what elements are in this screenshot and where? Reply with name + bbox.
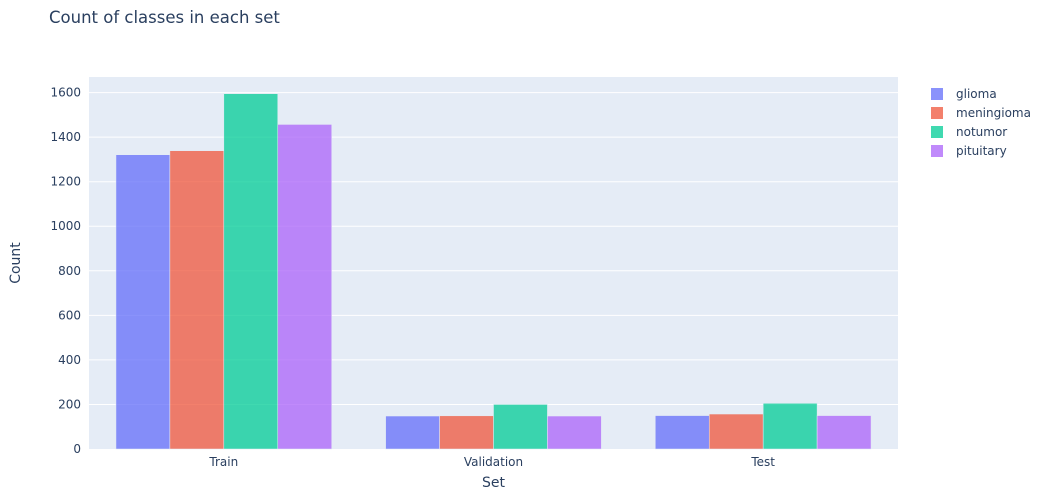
legend-swatch [931,107,943,119]
legend-label: meningioma [956,106,1031,120]
bar-pituitary-train[interactable] [277,124,332,450]
x-tick-label: Validation [464,455,523,469]
x-axis-title: Set [482,475,506,491]
bar-notumor-test[interactable] [762,403,818,450]
legend-item-notumor[interactable]: notumor [931,125,1007,139]
y-axis-title: Count [8,242,24,284]
bar-notumor-validation[interactable] [493,404,548,450]
bar-glioma-test[interactable] [655,415,710,450]
bar-pituitary-validation[interactable] [547,415,602,450]
legend-item-pituitary[interactable]: pituitary [931,144,1007,158]
y-tick-label: 600 [58,308,81,322]
bar-glioma-train[interactable] [115,154,171,450]
x-tick-label: Train [208,455,238,469]
legend-swatch [931,145,943,157]
legend-label: glioma [956,87,997,101]
legend[interactable]: glioma meningioma notumor pituitary [931,87,1031,158]
x-axis-ticks: Train Validation Test [208,455,775,469]
y-tick-label: 200 [58,397,81,411]
legend-swatch [931,88,943,100]
x-tick-label: Test [750,455,775,469]
bars [115,93,872,450]
bar-notumor-train[interactable] [223,93,279,450]
bar-meningioma-test[interactable] [708,413,764,450]
legend-label: notumor [956,125,1007,139]
y-tick-label: 1200 [50,175,81,189]
chart-title: Count of classes in each set [49,8,280,27]
y-axis-ticks: 0 200 400 600 800 1000 1200 1400 1600 [50,86,81,456]
bar-meningioma-train[interactable] [169,150,225,450]
y-tick-label: 800 [58,264,81,278]
bar-glioma-validation[interactable] [385,415,440,450]
legend-item-glioma[interactable]: glioma [931,87,997,101]
bar-pituitary-test[interactable] [816,415,872,450]
y-tick-label: 1400 [50,130,81,144]
legend-item-meningioma[interactable]: meningioma [931,106,1031,120]
y-tick-label: 1000 [50,219,81,233]
legend-label: pituitary [956,144,1007,158]
y-tick-label: 1600 [50,86,81,100]
y-tick-label: 0 [73,442,81,456]
legend-swatch [931,126,943,138]
bar-meningioma-validation[interactable] [439,415,494,450]
y-tick-label: 400 [58,353,81,367]
